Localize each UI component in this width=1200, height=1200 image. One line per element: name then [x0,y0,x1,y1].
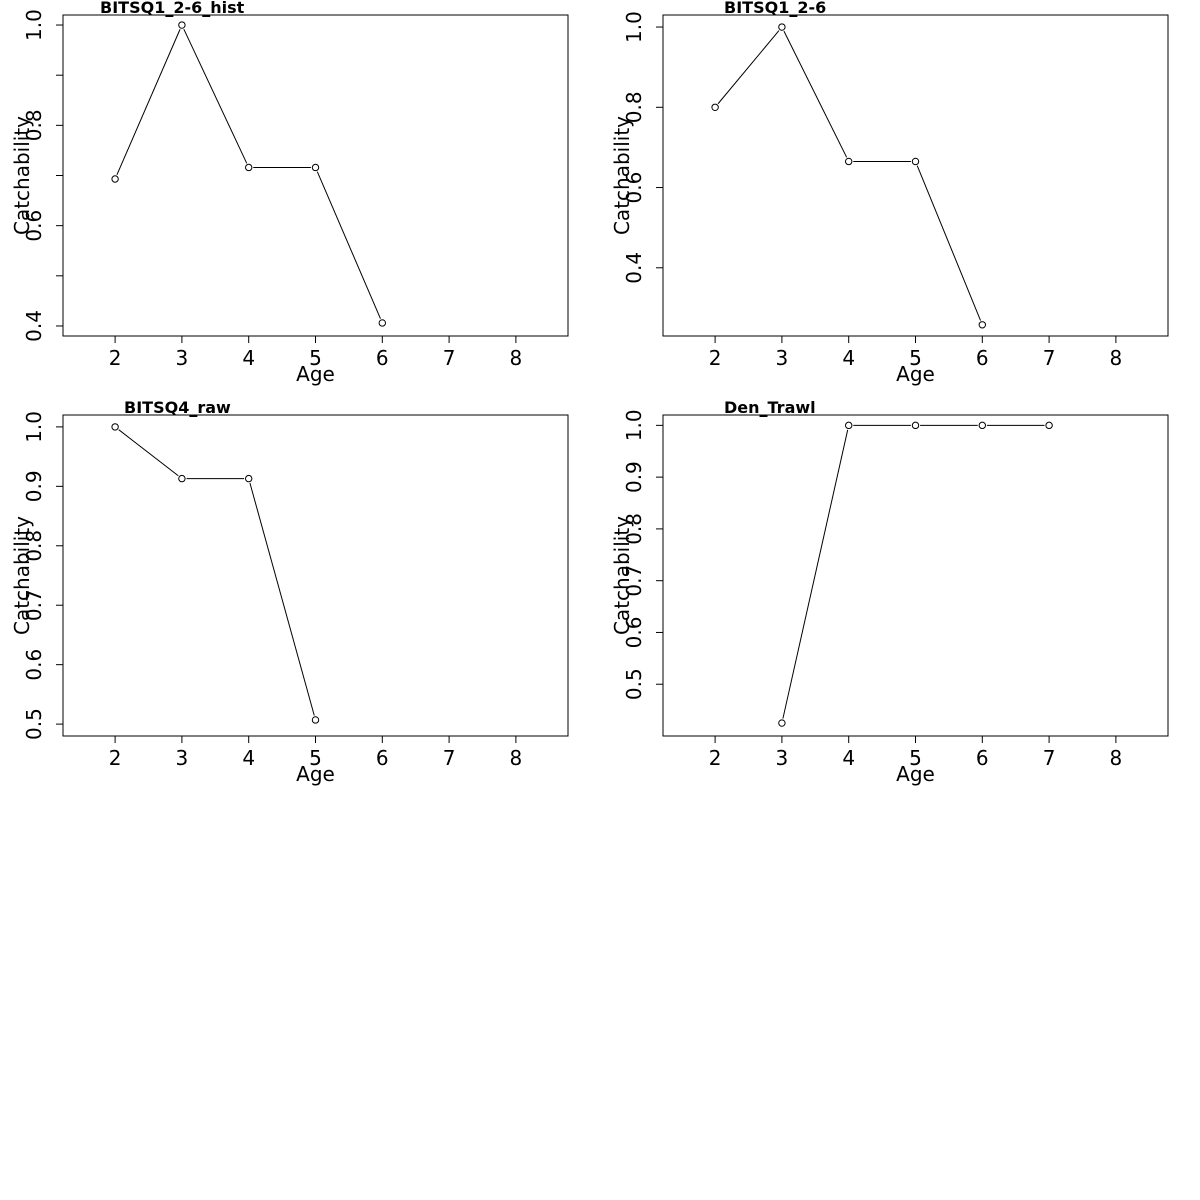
y-tick-label: 0.4 [22,310,46,342]
x-axis-label: Age [896,762,935,786]
data-point [311,716,320,724]
panel-3: BITSQ4_raw 2 3 4 5 6 7 8 Age 0.5 0.6 0.7 0.8 0.9 1.0 Ca… [10,398,569,786]
x-tick-label: 7 [1043,346,1056,370]
y-tick-label: 0.6 [22,210,46,242]
x-tick-label: 3 [776,346,789,370]
x-axis-label: Age [296,762,335,786]
y-tick-label: 1.0 [622,409,646,441]
x-axis-label: Age [896,362,935,386]
y-tick-label: 0.9 [22,470,46,502]
y-tick-label: 0.4 [622,252,646,284]
chart-title: Den_Trawl [724,398,816,417]
data-point [111,175,119,183]
plot-frame [662,14,1169,337]
plot-frame [662,414,1169,737]
plot-frame [62,414,569,737]
y-tick-label: 1.0 [22,9,46,41]
data-point [911,157,920,166]
x-tick-label: 6 [376,346,389,370]
data-point [111,423,119,431]
y-tick-label: 0.8 [622,513,646,545]
series-line-segment [183,28,248,164]
series-line-segment [717,30,780,105]
x-tick-label: 8 [510,746,523,770]
y-tick-label: 0.5 [622,668,646,700]
x-tick-label: 7 [443,346,456,370]
data-point [778,719,786,727]
data-point [978,421,986,430]
x-tick-label: 5 [909,346,922,370]
y-tick-label: 0.5 [22,708,46,740]
x-tick-label: 7 [443,746,456,770]
y-axis-label: Catchability [610,116,634,235]
x-tick-label: 8 [1110,746,1123,770]
chart-title: BITSQ1_2-6_hist [100,0,245,17]
data-point [378,319,386,327]
x-tick-label: 4 [842,746,855,770]
y-tick-label: 0.9 [622,461,646,493]
series-line-segment [249,482,315,716]
y-tick-label: 1.0 [622,11,646,43]
x-axis-label: Age [296,362,335,386]
series-line-segment [116,29,181,175]
chart-title: BITSQ4_raw [124,398,231,417]
series-line-segment [916,165,982,321]
data-point [245,474,253,483]
x-tick-label: 3 [176,346,189,370]
x-tick-label: 8 [1110,346,1123,370]
x-tick-label: 6 [376,746,389,770]
data-point [845,157,853,166]
y-tick-label: 0.8 [622,91,646,123]
y-tick-label: 0.8 [22,109,46,141]
x-tick-label: 6 [976,346,989,370]
y-tick-label: 0.6 [622,172,646,204]
data-point [245,163,253,172]
x-tick-label: 6 [976,746,989,770]
x-tick-label: 2 [709,746,722,770]
data-point [711,103,719,111]
x-tick-label: 3 [176,746,189,770]
x-tick-label: 4 [242,746,255,770]
y-tick-label: 0.8 [22,530,46,562]
y-tick-label: 1.0 [22,411,46,443]
y-axis-label: Catchability [10,516,34,635]
x-tick-label: 5 [909,746,922,770]
x-tick-label: 8 [510,346,523,370]
x-tick-label: 2 [109,346,122,370]
panel-4: Den_Trawl 2 3 4 5 6 7 8 Age 0.5 0.6 0.7 0.8 0.9 1.0 Cat… [610,398,1169,786]
x-tick-label: 2 [709,346,722,370]
series-line-segment [782,429,849,719]
panel-1: BITSQ1_2-6_hist 2 3 4 5 6 7 8 Age 0.4 0.6 0.8 1.0 Cat… [10,0,569,386]
x-tick-label: 4 [242,346,255,370]
data-point [911,421,920,430]
series-line-segment [316,171,381,319]
series-line-segment [118,429,179,477]
x-tick-label: 4 [842,346,855,370]
data-point [778,23,786,31]
data-point [845,421,853,430]
y-axis-label: Catchability [10,116,34,235]
x-tick-label: 7 [1043,746,1056,770]
data-point [1045,421,1053,430]
x-tick-label: 2 [109,746,122,770]
data-point [978,321,986,329]
y-tick-label: 0.7 [22,589,46,621]
y-tick-label: 0.6 [622,617,646,649]
y-axis-label: Catchability [610,516,634,635]
data-point [178,474,186,483]
x-tick-label: 5 [309,346,322,370]
x-tick-label: 5 [309,746,322,770]
data-point [178,21,186,29]
x-tick-label: 3 [776,746,789,770]
chart-title: BITSQ1_2-6 [724,0,826,17]
y-tick-label: 0.6 [22,649,46,681]
panel-2: BITSQ1_2-6 2 3 4 5 6 7 8 Age 0.4 0.6 0.8 1.0 Catchabi… [610,0,1169,386]
plot-frame [62,14,569,337]
y-tick-label: 0.7 [622,565,646,597]
data-point [311,163,320,172]
series-line-segment [783,30,848,158]
